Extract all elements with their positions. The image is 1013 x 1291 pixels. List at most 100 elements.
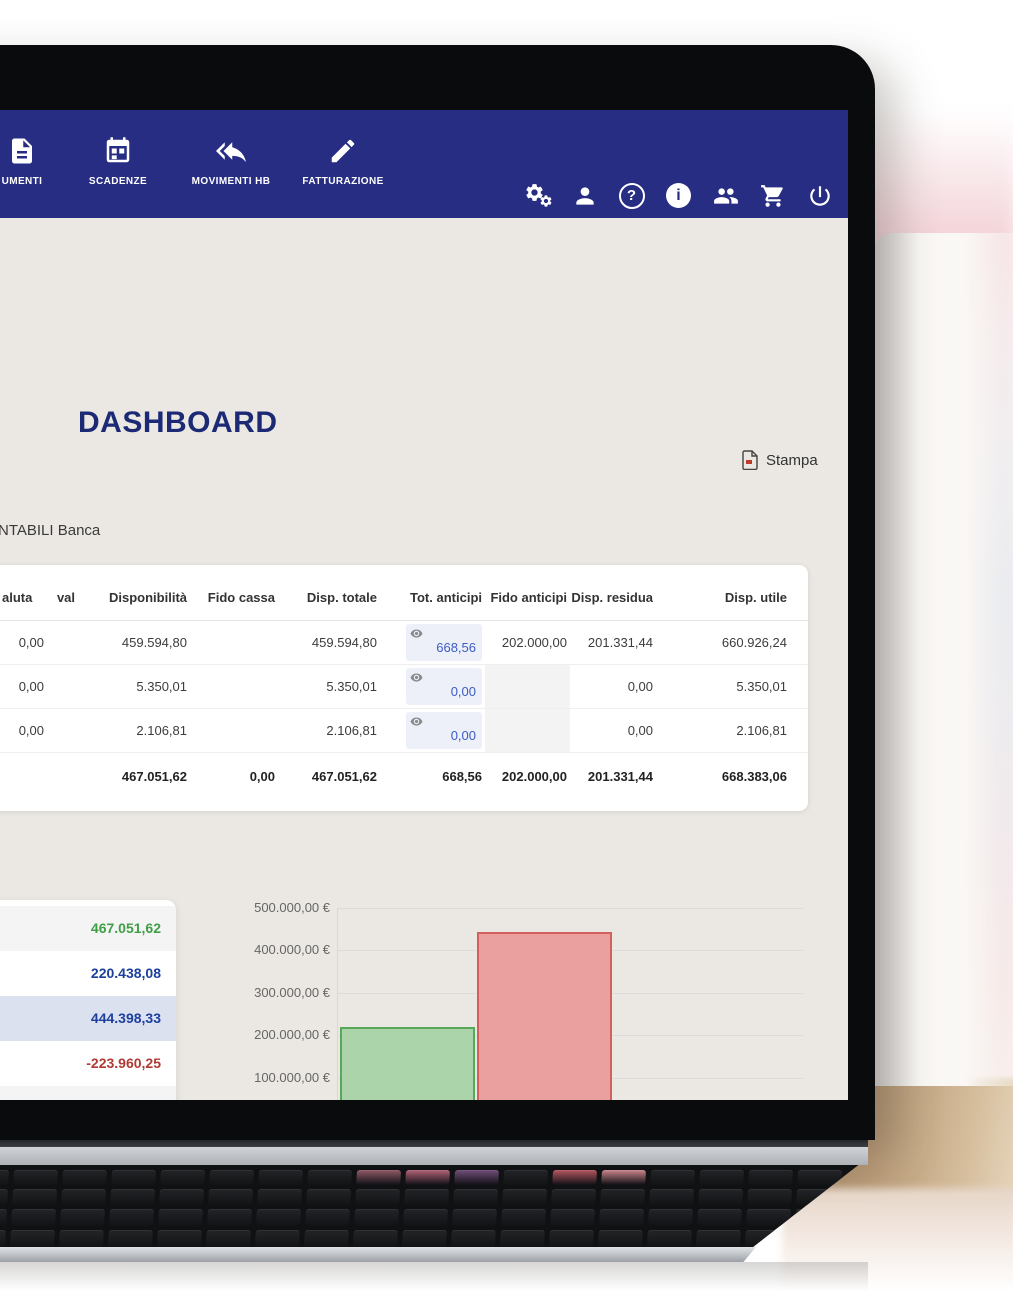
background-page-card [872,233,1013,1086]
keyboard-key [404,1189,450,1205]
keyboard-row [0,1209,858,1226]
anticipi-box: 0,00 [406,712,482,749]
cell-valuta: 0,00 [0,664,47,709]
keyboard-key [454,1170,499,1185]
desk-fade [782,1188,1013,1291]
total-disp-utile: 668.383,06 [656,752,808,799]
user-icon[interactable] [571,182,598,209]
summary-row-highlighted: 444.398,33 [0,996,176,1041]
nav-item-documenti[interactable]: UMENTI [0,110,76,218]
keyboard-key [551,1189,597,1205]
anticipi-box: 668,56 [406,624,482,661]
laptop-display: UMENTI SCADENZE MOVIMENTI HB FATTURAZION… [0,110,848,1100]
laptop-hinge [0,1140,868,1147]
keyboard-key [303,1230,349,1247]
print-button[interactable]: Stampa [742,450,818,470]
col-header-fido-cassa: Fido cassa [190,574,278,621]
keyboard-key [160,1170,205,1185]
keyboard-key [698,1189,744,1205]
keyboard-key [452,1209,497,1226]
nav-item-label: SCADENZE [88,176,148,187]
keyboard-key [307,1170,352,1185]
keyboard-key [58,1230,104,1247]
keyboard-key [552,1170,597,1185]
col-header-disp-totale: Disp. totale [278,574,380,621]
keyboard-key [0,1209,7,1226]
cell-disp-utile: 660.926,24 [656,620,808,665]
laptop-base [0,1140,868,1291]
users-icon[interactable] [712,182,739,209]
table-header-row: aluta val Disponibilità Fido cassa Disp.… [0,574,808,621]
keyboard-key [748,1170,793,1185]
keyboard-key [747,1189,793,1205]
keyboard-key [208,1189,254,1205]
keyboard-deck [0,1165,859,1247]
cell-disp-residua: 0,00 [570,708,656,753]
keyboard-key [453,1189,499,1205]
col-header-fido-anticipi: Fido anticipi [485,574,570,621]
col-header-valuta: aluta [0,574,47,621]
top-navbar: UMENTI SCADENZE MOVIMENTI HB FATTURAZION… [0,110,848,218]
cart-icon[interactable] [759,182,786,209]
keyboard-key [352,1230,398,1247]
eye-icon[interactable] [410,715,423,728]
keyboard-key [403,1209,448,1226]
anticipi-box: 0,00 [406,668,482,705]
keyboard-key [205,1230,251,1247]
keyboard-key [158,1209,203,1226]
cell-fido-cassa [190,708,278,753]
nav-item-label: FATTURAZIONE [302,176,384,187]
keyboard-key [697,1209,742,1226]
help-icon[interactable]: ? [618,182,645,209]
keyboard-key [0,1189,9,1205]
keyboard-key [107,1230,153,1247]
keyboard-key [256,1209,301,1226]
settings-gears-icon[interactable] [524,182,552,209]
base-aluminum-band [0,1147,868,1165]
power-icon[interactable] [806,182,833,209]
info-icon[interactable]: i [665,182,692,209]
col-header-tot-anticipi: Tot. anticipi [380,574,485,621]
eye-icon[interactable] [410,627,423,640]
nav-item-fatturazione[interactable]: FATTURAZIONE [289,110,397,218]
nav-item-movimenti-hb[interactable]: MOVIMENTI HB [177,110,285,218]
summary-card: 467.051,62 220.438,08 444.398,33 -223.96… [0,900,176,1100]
keyboard-key [793,1230,839,1247]
keyboard-key [11,1209,56,1226]
summary-row: 467.051,62 [0,906,176,951]
keyboard-key [12,1189,58,1205]
nav-item-label: MOVIMENTI HB [191,176,271,187]
keyboard-key [646,1230,692,1247]
table-row: 0,00 459.594,80 459.594,80 668,56 202.00… [0,620,808,665]
keyboard [0,1170,858,1247]
cell-fido-anticipi [485,664,570,709]
table-row: 0,00 5.350,01 5.350,01 0,00 0,00 5.350,0… [0,664,808,709]
table-totals-row: 467.051,62 0,00 467.051,62 668,56 202.00… [0,752,808,799]
pdf-icon [742,450,758,470]
keyboard-key [305,1209,350,1226]
keyboard-key [60,1209,105,1226]
nav-item-scadenze[interactable]: SCADENZE [64,110,172,218]
keyboard-key [156,1230,202,1247]
anticipi-value-link[interactable]: 0,00 [450,728,476,743]
keyboard-key [111,1170,156,1185]
summary-row: -223.960,25 [86,1055,161,1071]
anticipi-value-link[interactable]: 668,56 [436,640,476,655]
anticipi-value-link[interactable]: 0,00 [450,684,476,699]
total-tot-anticipi: 668,56 [380,752,485,799]
navbar-right-icons: ? i [524,182,833,209]
keyboard-key [746,1209,791,1226]
total-disp-totale: 467.051,62 [278,752,380,799]
keyboard-key [209,1170,254,1185]
total-disp-residua: 201.331,44 [570,752,656,799]
cell-disponibilita: 2.106,81 [85,708,190,753]
keyboard-key [548,1230,594,1247]
cell-disponibilita: 459.594,80 [85,620,190,665]
cell-disp-utile: 2.106,81 [656,708,808,753]
y-axis-line [337,908,338,1100]
chart-bar-red [477,931,612,1100]
eye-icon[interactable] [410,671,423,684]
keyboard-key [0,1170,9,1185]
keyboard-key [110,1189,156,1205]
keyboard-key [159,1189,205,1205]
